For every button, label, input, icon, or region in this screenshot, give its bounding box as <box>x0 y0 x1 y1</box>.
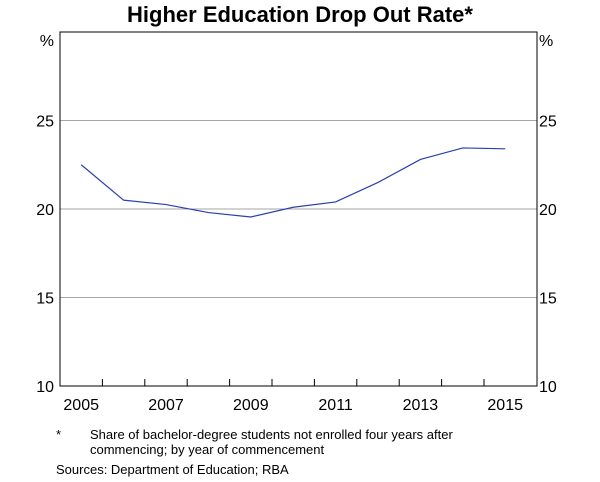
x-tick-label: 2009 <box>233 397 269 414</box>
x-tick-label: 2015 <box>487 397 523 414</box>
y-tick-label-right: 25 <box>539 114 557 131</box>
y-tick-label-right: 20 <box>539 202 557 219</box>
x-tick-label: 2005 <box>63 397 99 414</box>
y-tick-label-left: 10 <box>36 379 54 396</box>
x-tick-label: 2007 <box>148 397 184 414</box>
x-tick-label: 2013 <box>403 397 439 414</box>
y-tick-label-left: 25 <box>36 114 54 131</box>
x-tick-label: 2011 <box>318 397 353 414</box>
y-tick-label-right: 15 <box>539 291 557 308</box>
series-line <box>80 147 506 218</box>
y-tick-label-right: 10 <box>539 379 557 396</box>
y-tick-label-left: 15 <box>36 291 54 308</box>
y-tick-label-left: 20 <box>36 202 54 219</box>
chart-title: Higher Education Drop Out Rate* <box>127 2 473 27</box>
plot-frame <box>59 31 538 387</box>
y-unit-label-right: % <box>539 33 553 50</box>
y-unit-label-left: % <box>40 33 54 50</box>
footnote-mark: * <box>56 427 62 442</box>
sources-note: Sources: Department of Education; RBA <box>56 462 289 477</box>
footnote-text: Share of bachelor-degree students not en… <box>90 427 453 457</box>
